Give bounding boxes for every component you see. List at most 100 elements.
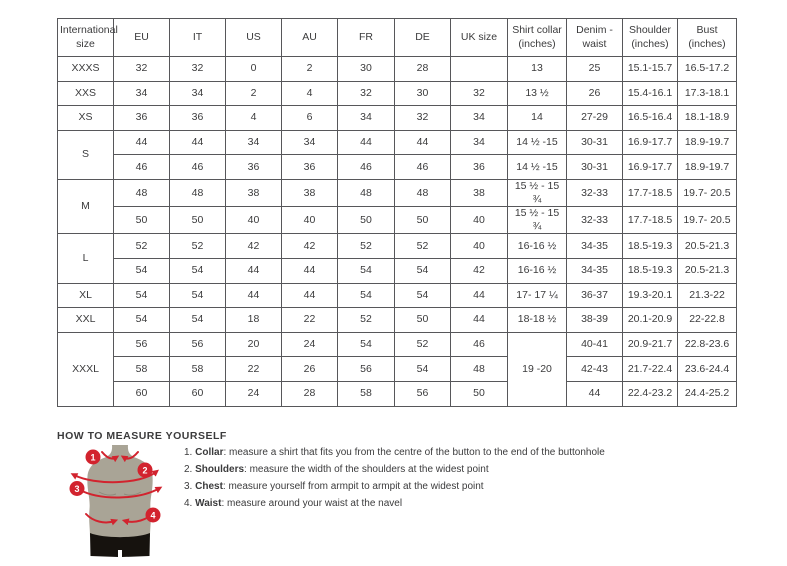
table-cell: 46 xyxy=(450,331,508,358)
table-cell: 15 ½ - 15 ¾ xyxy=(507,178,567,208)
table-cell: 22 xyxy=(225,356,282,383)
table-cell: 36 xyxy=(169,105,226,131)
table-cell: 58 xyxy=(337,381,395,407)
table-cell: 50 xyxy=(450,381,508,407)
table-row: 50 50 40 40 50 50 40 15 ½ - 15 ¾ 32-33 17.7-18.5 1… xyxy=(58,206,737,235)
table-cell: 16.9-17.7 xyxy=(622,129,678,156)
table-cell: 52 xyxy=(113,233,170,260)
table-cell: 46 xyxy=(394,154,451,180)
step-text: : measure a shirt that fits you from the… xyxy=(223,447,605,458)
table-cell: 22.8-23.6 xyxy=(677,331,737,358)
table-cell: 21.3-22 xyxy=(677,282,737,309)
column-header: UK size xyxy=(450,18,508,57)
table-cell: 25 xyxy=(566,56,623,82)
table-cell: 52 xyxy=(337,307,395,333)
table-cell: 14 xyxy=(507,105,567,131)
step-number: 2. xyxy=(184,464,193,475)
size-table-head-row: International size EU IT US AU FR DE UK size Shi… xyxy=(57,18,737,57)
table-cell xyxy=(450,56,508,82)
table-cell: 15 ½ - 15 ¾ xyxy=(507,206,567,235)
table-cell: 48 xyxy=(169,178,226,208)
table-cell: 44 xyxy=(566,381,623,407)
table-cell: 30-31 xyxy=(566,154,623,180)
table-row: 60 60 24 28 58 56 50 44 22.4-23.2 24.4-25.2 xyxy=(58,381,737,407)
table-cell: 42 xyxy=(225,233,282,260)
step-number: 1. xyxy=(184,447,193,458)
column-header: International size xyxy=(57,18,118,57)
table-cell: 17.3-18.1 xyxy=(677,80,737,107)
shorts xyxy=(90,533,150,557)
table-row: 54 54 44 44 54 54 42 16-16 ½ 34-35 18.5-19.3 20.5-… xyxy=(58,258,737,284)
table-cell: 18-18 ½ xyxy=(507,307,567,333)
table-cell: 54 xyxy=(337,331,395,358)
step-text: : measure the width of the shoulders at … xyxy=(244,464,489,475)
table-cell: 20.1-20.9 xyxy=(622,307,678,333)
table-cell: 34 xyxy=(225,129,282,156)
table-cell: 14 ½ -15 xyxy=(507,154,567,180)
table-cell: 34-35 xyxy=(566,258,623,284)
table-cell: 48 xyxy=(337,178,395,208)
marker-2-number: 2 xyxy=(142,465,147,475)
table-cell: 56 xyxy=(169,331,226,358)
table-cell: 54 xyxy=(169,258,226,284)
marker-2-circle xyxy=(137,462,153,478)
table-cell: 52 xyxy=(394,233,451,260)
table-cell: 44 xyxy=(225,258,282,284)
table-cell: L xyxy=(57,233,114,284)
measurement-figure: 1 2 3 4 xyxy=(55,443,185,566)
table-cell: XL xyxy=(57,282,114,309)
table-cell: 27-29 xyxy=(566,105,623,131)
column-header: FR xyxy=(337,18,395,57)
table-cell: 54 xyxy=(169,282,226,309)
table-cell: 16-16 ½ xyxy=(507,258,567,284)
table-cell: 15.4-16.1 xyxy=(622,80,678,107)
table-cell: 56 xyxy=(337,356,395,383)
table-cell: 22 xyxy=(281,307,338,333)
table-cell: 17.7-18.5 xyxy=(622,178,678,208)
size-chart-header: International size EU IT US AU FR DE UK size Shi… xyxy=(57,18,737,57)
step-text: : measure yourself from armpit to armpit… xyxy=(222,481,484,492)
table-cell: 44 xyxy=(169,129,226,156)
table-cell: 38 xyxy=(281,178,338,208)
table-cell: 50 xyxy=(169,206,226,235)
table-cell: 48 xyxy=(450,356,508,383)
marker-3-circle xyxy=(69,481,85,496)
table-cell: 28 xyxy=(281,381,338,407)
table-cell: 18 xyxy=(225,307,282,333)
table-cell: 22.4-23.2 xyxy=(622,381,678,407)
table-cell: 16.5-16.4 xyxy=(622,105,678,131)
table-cell: 54 xyxy=(113,258,170,284)
table-cell: 20.5-21.3 xyxy=(677,233,737,260)
table-cell: 50 xyxy=(394,206,451,235)
column-header: US xyxy=(225,18,282,57)
table-cell: 52 xyxy=(337,233,395,260)
table-cell: 18.9-19.7 xyxy=(677,154,737,180)
table-cell: 13 xyxy=(507,56,567,82)
table-cell: 44 xyxy=(281,258,338,284)
marker-4-circle xyxy=(145,507,161,523)
table-cell: 13 ½ xyxy=(507,80,567,107)
table-cell: S xyxy=(57,129,114,180)
column-header: Denim - waist xyxy=(566,18,623,57)
table-cell: 48 xyxy=(113,178,170,208)
table-cell: 26 xyxy=(566,80,623,107)
table-cell: 4 xyxy=(281,80,338,107)
table-cell: 34 xyxy=(113,80,170,107)
table-cell: 20.5-21.3 xyxy=(677,258,737,284)
table-cell: 42 xyxy=(281,233,338,260)
table-cell: 54 xyxy=(113,307,170,333)
table-cell: 2 xyxy=(225,80,282,107)
table-cell: 58 xyxy=(113,356,170,383)
table-cell: 36 xyxy=(281,154,338,180)
table-cell: 2 xyxy=(281,56,338,82)
table-cell: 19 -20 xyxy=(507,331,567,407)
table-cell: 17- 17 ¼ xyxy=(507,282,567,309)
table-row: M 48 48 38 38 48 48 38 15 ½ - 15 ¾ 32-33 17.7-18.5… xyxy=(57,178,737,235)
table-cell: 40 xyxy=(281,206,338,235)
table-cell: 19.3-20.1 xyxy=(622,282,678,309)
chest-arrow xyxy=(76,486,163,499)
table-cell: 19.7- 20.5 xyxy=(677,206,737,235)
column-header: DE xyxy=(394,18,451,57)
table-cell: 32 xyxy=(450,80,508,107)
table-cell: 42-43 xyxy=(566,356,623,383)
